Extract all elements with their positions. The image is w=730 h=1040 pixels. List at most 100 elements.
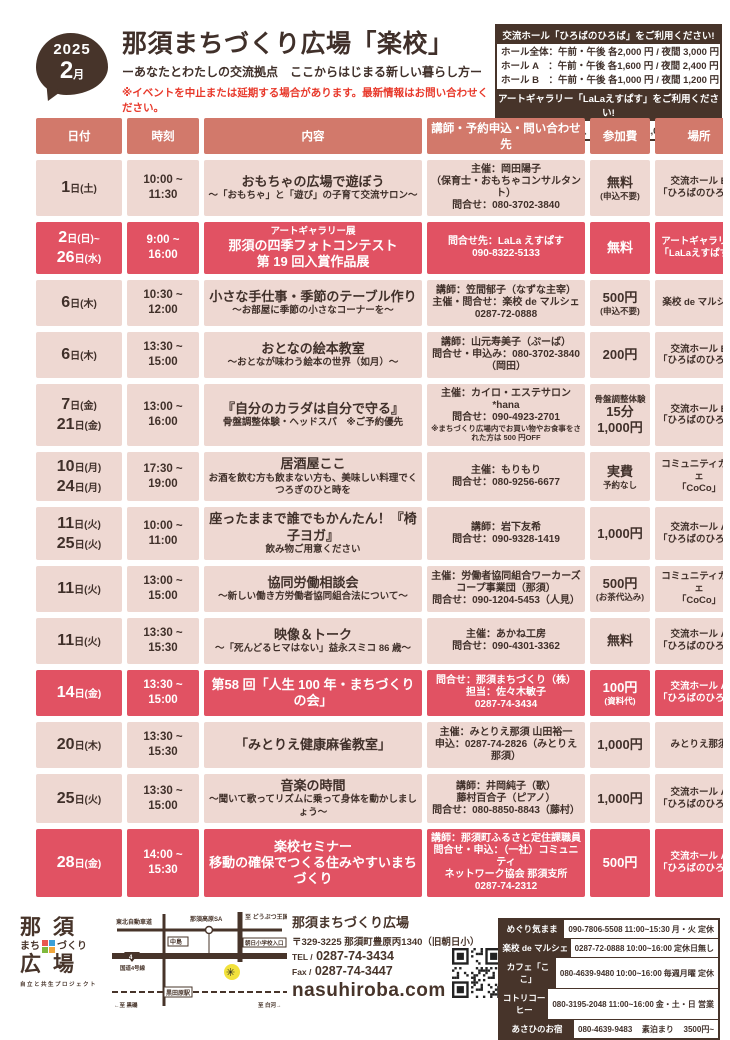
date-weekday: 日(土) [70, 184, 97, 195]
date-line: 25日(火) [39, 789, 119, 809]
event-row: 20日(木) 13:30 ~ 15:30 「みとりえ健康麻雀教室」 主催：みとりえ那須 … [36, 722, 723, 769]
directory-hours: 10:00~16:00 [626, 943, 672, 953]
content-subtitle: ～おとなが味わう絵本の世界（如月）～ [227, 357, 399, 369]
event-time: 10:00 ~ 11:00 [127, 507, 199, 561]
content-title: 『自分のカラダは自分で守る』 [221, 401, 404, 417]
time-line: 13:30 ~ [143, 731, 183, 744]
date-weekday: 日(月) [74, 482, 102, 494]
map-route-badge: 4 [129, 955, 133, 961]
event-row: 11日(火) 13:30 ~ 15:30 映像＆トーク ～「死んどるヒマはない」益永スミ… [36, 618, 723, 665]
qr-code [452, 948, 502, 998]
event-time: 13:30 ~ 15:30 [127, 722, 199, 769]
event-time: 13:30 ~ 15:00 [127, 774, 199, 824]
date-number: 25 [56, 534, 75, 552]
time-line: 15:00 [148, 694, 178, 707]
date-line: 24日(月) [39, 477, 119, 497]
event-contact: 主催：カイロ・エステサロン*hana 問合せ：090-4923-2701 ※まちづく… [427, 384, 585, 447]
date-line: 11日(火) [39, 514, 119, 534]
fee-amount: 無料 [606, 174, 633, 190]
event-fee: 500円 (申込不要) [590, 280, 650, 327]
column-header: 参加費 [590, 118, 650, 154]
time-line: 15:30 [148, 864, 178, 877]
place-line: 「ひろばのひろば」 [658, 188, 723, 199]
event-time: 13:30 ~ 15:00 [127, 670, 199, 717]
fee-note: (資料代) [604, 696, 636, 707]
fee-note: (お茶代込み) [595, 592, 645, 603]
event-time: 13:30 ~ 15:00 [127, 332, 199, 379]
time-line: 10:30 ~ [143, 289, 183, 302]
time-line: 13:30 ~ [143, 341, 183, 354]
event-fee: 500円 [590, 829, 650, 898]
date-line: 14日(金) [39, 683, 119, 703]
content-subtitle: 飲み物ご用意ください [265, 543, 361, 555]
time-line: 13:30 ~ [143, 627, 183, 640]
date-number: 26 [56, 249, 75, 267]
event-fee: 無料 (申込不要) [590, 160, 650, 216]
event-time: 9:00 ~ 16:00 [127, 222, 199, 275]
event-content: 小さな手仕事・季節のテーブル作り ～お部屋に季節の小さなコーナーを～ [204, 280, 422, 327]
event-date: 1日(土) [36, 160, 122, 216]
place-line: 「ひろばのひろば」 [658, 415, 723, 427]
logo-line1: 那須 [20, 916, 86, 939]
contact-line: 講師：井岡純子（歌） [456, 780, 556, 792]
date-weekday: 日(日)~ [67, 234, 100, 246]
date-weekday: 日(月) [74, 462, 102, 474]
event-contact: 主催：岡田陽子 （保育士・おもちゃコンサルタント） 問合せ：080-3702-384… [427, 160, 585, 216]
content-title: 小さな手仕事・季節のテーブル作り [209, 289, 417, 305]
column-header: 場所 [655, 118, 723, 154]
logo-line2: まち づくり [20, 940, 108, 954]
contact-line: 主催：岡田陽子 [471, 164, 541, 175]
event-fee: 無料 [590, 222, 650, 275]
place-line: 「ひろばのひろば」 [658, 798, 723, 810]
date-line: 11日(火) [39, 579, 119, 599]
contact-line: 主催：あかね工房 [466, 629, 546, 641]
logo-square [42, 947, 48, 954]
event-place: 交流ホール B「ひろばのひろば」 [655, 160, 723, 216]
date-line: 20日(木) [39, 735, 119, 755]
time-line: 15:30 [148, 746, 178, 759]
event-contact: 問合せ先：LaLa えすぱす 090-8322-5133 [427, 222, 585, 275]
directory-phone: 0287-72-0888 [574, 943, 625, 953]
content-title2: 第 19 回入賞作品展 [256, 254, 370, 270]
column-header: 内容 [204, 118, 422, 154]
directory-phone: 080-4639-9480 [559, 968, 615, 978]
directory-value: 080-3195-2048 11:00~16:00 金・土・日 営業 [548, 989, 718, 1019]
date-line: 7日(金) [39, 395, 119, 415]
time-line: 15:00 [148, 799, 178, 812]
event-fee: 骨盤調整体験 15分1,000円 [590, 384, 650, 447]
time-line: 10:00 ~ [143, 174, 183, 187]
event-place: 交流ホール A「ひろばのひろば」 [655, 507, 723, 561]
time-line: 11:30 [148, 189, 178, 201]
date-number: 2 [58, 229, 68, 247]
page-header: 2025 2月 那須まちづくり広場「楽校」 ーあなたとわたしの交流拠点 ここからは… [0, 0, 730, 142]
content-title: 座ったままで誰でもかんたん！『椅子ヨガ』 [209, 511, 417, 543]
date-number: 6 [61, 346, 71, 364]
fee-amount: 実費 [606, 463, 633, 479]
place-line: 「ひろばのひろば」 [658, 533, 723, 545]
contact-line: 講師：山元寿美子（ぷーば） [441, 337, 571, 349]
place-line: 「ひろばのひろば」 [658, 693, 723, 705]
event-content: おもちゃの広場で遊ぼう ～「おもちゃ」と「遊び」の子育て交流サロン～ [204, 160, 422, 216]
event-date: 2日(日)~ 26日(水) [36, 222, 122, 275]
contact-line: 主催：みとりえ那須 山田裕一 [439, 727, 573, 739]
fax-label: Fax / [292, 967, 312, 977]
event-time: 10:30 ~ 12:00 [127, 280, 199, 327]
fee-amount: 1,000円 [597, 737, 643, 753]
event-date: 10日(月) 24日(月) [36, 452, 122, 502]
fee-note: (申込不要) [600, 306, 640, 317]
fee-amount: 200円 [602, 347, 638, 363]
contact-line: 主催：もりもり [471, 464, 541, 476]
date-weekday: 日(火) [74, 585, 101, 597]
event-place: 交流ホール A「ひろばのひろば」 [655, 670, 723, 717]
event-row: 1日(土) 10:00 ~ 11:30 おもちゃの広場で遊ぼう ～「おもちゃ」と「遊び」… [36, 160, 723, 216]
event-place: 交流ホール B「ひろばのひろば」 [655, 332, 723, 379]
directory-row: めぐり気まま 090-7806-5508 11:00~15:30 月・火 定休 [500, 920, 718, 939]
time-line: 15:00 [148, 590, 178, 603]
contact-line: 0287-74-3434 [474, 699, 538, 711]
date-weekday: 日(金) [74, 421, 102, 433]
event-row: 11日(火) 25日(火) 10:00 ~11:00 座ったままで誰でもかんたん！『椅… [36, 507, 723, 561]
date-weekday: 日(木) [74, 741, 102, 753]
event-fee: 1,000円 [590, 722, 650, 769]
place-line: 交流ホール B [670, 176, 723, 188]
event-place: 楽校 de マルシェ [655, 280, 723, 327]
